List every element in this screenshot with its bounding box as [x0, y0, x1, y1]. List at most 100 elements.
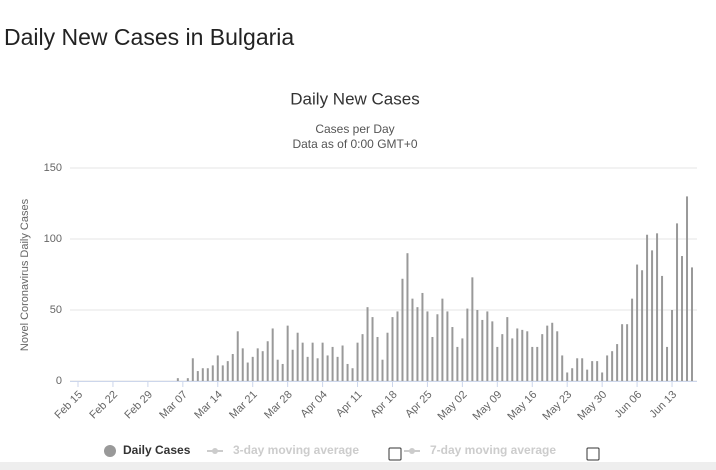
- page-title: Daily New Cases in Bulgaria: [4, 24, 295, 50]
- x-tick-label: Apr 04: [298, 389, 329, 420]
- legend-marker: [409, 448, 415, 454]
- bar: [351, 368, 354, 381]
- bar: [496, 346, 499, 381]
- x-tick-label: Apr 11: [334, 389, 365, 420]
- bar: [261, 351, 264, 381]
- bar: [466, 308, 469, 381]
- bar: [676, 223, 679, 381]
- bar: [201, 368, 204, 381]
- bar: [401, 278, 404, 381]
- x-tick-label: Jun 06: [612, 389, 644, 421]
- bar: [256, 348, 259, 381]
- bar: [361, 334, 364, 381]
- bar: [526, 331, 529, 381]
- bar: [611, 351, 614, 381]
- bar: [566, 372, 569, 381]
- bar: [191, 358, 194, 381]
- bar: [331, 346, 334, 381]
- bar: [576, 358, 579, 381]
- bar: [211, 365, 214, 381]
- x-tick-label: Feb 15: [52, 389, 85, 422]
- x-tick-label: Mar 21: [227, 389, 260, 422]
- legend-label[interactable]: Daily Cases: [123, 443, 191, 457]
- bar: [511, 338, 514, 381]
- bar: [221, 365, 224, 381]
- x-tick-label: May 09: [470, 389, 504, 423]
- bar: [356, 342, 359, 381]
- footer-strip: [0, 462, 716, 470]
- bar: [236, 331, 239, 381]
- bar: [616, 344, 619, 381]
- bar: [266, 341, 269, 381]
- bar: [646, 234, 649, 381]
- bar: [301, 342, 304, 381]
- x-tick-label: May 02: [436, 389, 470, 423]
- x-tick-label: Feb 29: [122, 389, 155, 422]
- x-tick-label: Feb 22: [87, 389, 120, 422]
- bar: [206, 368, 209, 381]
- bar: [291, 349, 294, 381]
- bar: [231, 354, 234, 381]
- bar: [371, 317, 374, 381]
- chart-subtitle: Data as of 0:00 GMT+0: [292, 137, 417, 151]
- chart-subtitle: Cases per Day: [315, 122, 394, 136]
- legend-marker: [212, 448, 218, 454]
- bar: [241, 348, 244, 381]
- checkbox[interactable]: [388, 447, 402, 461]
- bar: [651, 250, 654, 381]
- bar: [516, 328, 519, 381]
- bar: [686, 196, 689, 381]
- bar: [691, 267, 693, 381]
- bar: [326, 355, 329, 381]
- bar: [561, 355, 564, 381]
- bar: [456, 346, 459, 381]
- bar: [641, 270, 644, 381]
- bar: [471, 277, 474, 381]
- bar: [391, 317, 394, 381]
- x-tick-label: Jun 13: [647, 389, 679, 421]
- x-tick-label: Apr 18: [368, 389, 399, 420]
- bar: [506, 317, 509, 381]
- x-tick-label: May 16: [505, 389, 539, 423]
- bar: [636, 264, 639, 381]
- legend-label[interactable]: 3-day moving average: [233, 443, 359, 457]
- bar: [631, 298, 634, 381]
- bar: [396, 311, 399, 381]
- bar: [251, 356, 254, 381]
- y-tick-label: 150: [44, 162, 62, 174]
- bar: [406, 253, 409, 381]
- bar: [196, 371, 199, 381]
- legend-label[interactable]: 7-day moving average: [430, 443, 556, 457]
- bar: [626, 324, 629, 381]
- bar: [341, 345, 344, 381]
- bar: [176, 378, 179, 381]
- bar: [296, 332, 299, 381]
- bar: [586, 369, 589, 381]
- bar: [416, 307, 419, 381]
- bar: [431, 336, 434, 381]
- bar: [546, 325, 549, 381]
- bar: [311, 342, 314, 381]
- y-tick-label: 50: [50, 304, 62, 316]
- bar: [336, 356, 339, 381]
- checkbox[interactable]: [586, 447, 600, 461]
- bar: [446, 311, 449, 381]
- y-tick-label: 0: [56, 375, 62, 387]
- bar: [681, 256, 684, 381]
- bar: [606, 355, 609, 381]
- bar: [226, 361, 229, 381]
- x-tick-label: Mar 07: [157, 389, 190, 422]
- bar: [486, 311, 489, 381]
- bar: [596, 361, 599, 381]
- bar: [521, 329, 524, 381]
- bar: [476, 310, 479, 381]
- bar: [441, 298, 444, 381]
- bar: [271, 328, 274, 381]
- bar: [451, 327, 454, 381]
- bar: [346, 363, 349, 381]
- x-tick-label: Apr 25: [403, 389, 434, 420]
- bar: [591, 361, 594, 381]
- x-tick-label: Mar 28: [262, 389, 295, 422]
- bar: [671, 310, 674, 381]
